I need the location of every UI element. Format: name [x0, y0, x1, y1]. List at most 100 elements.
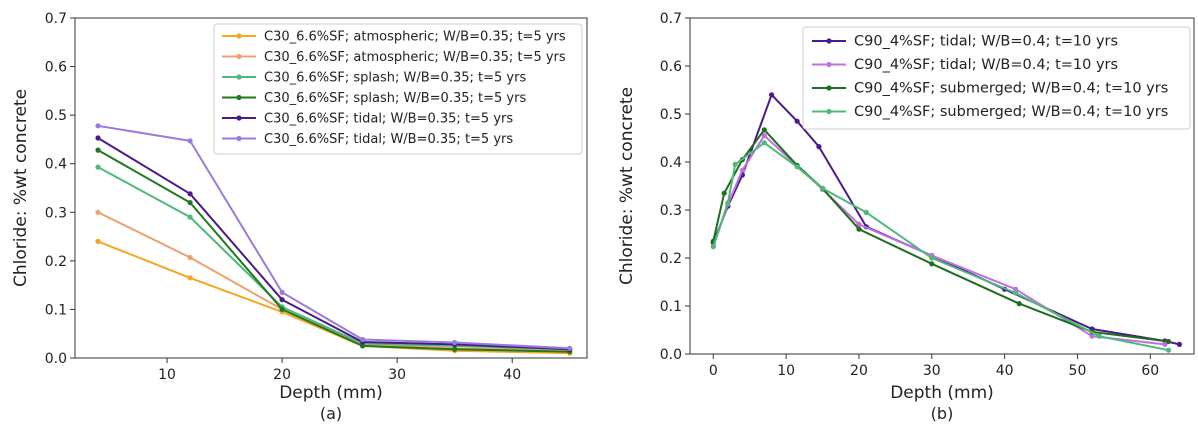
panel-b-series-line-1: [712, 134, 1166, 346]
panel-a-ytick-label-6: 0.6: [45, 60, 67, 76]
panel-b-legend: C90_4%SF; tidal; W/B=0.4; t=10 yrs C90_4%…: [802, 26, 1191, 130]
panel-b-legend-marker-0: [826, 38, 832, 44]
panel-a-caption: (a): [320, 404, 342, 423]
panel-a-series-line-4: [97, 137, 570, 351]
panel-b-legend-label-1: C90_4%SF; tidal; W/B=0.4; t=10 yrs: [854, 57, 1118, 73]
panel-a-xtick-label-2: 30: [388, 367, 406, 383]
panel-a-series-line-0: [97, 240, 570, 355]
panel-b-series: [710, 92, 1182, 353]
panel-b-ytick-label-3: 0.3: [660, 203, 682, 219]
panel-b-legend-label-3: C90_4%SF; submerged; W/B=0.4; t=10 yrs: [854, 104, 1168, 120]
panel-a-legend-label-1: C30_6.6%SF; atmospheric; W/B=0.35; t=5 y…: [264, 50, 566, 65]
panel-b-xtick-label-2: 20: [850, 363, 868, 379]
panel-b-series-3-point-6: [863, 209, 869, 215]
panel-b-ytick-label-4: 0.4: [660, 155, 682, 171]
panel-b-series-2-point-8: [1016, 301, 1022, 307]
panel-b-legend-box: [802, 26, 1191, 130]
panel-a-series-5-point-4: [452, 339, 458, 346]
panel-b-xtick-label-1: 10: [777, 363, 795, 379]
panel-b-series-2-point-3: [761, 127, 767, 133]
panel-a-legend-label-0: C30_6.6%SF; atmospheric; W/B=0.35; t=5 y…: [264, 30, 566, 45]
panel-a-xtick-label-1: 20: [273, 367, 291, 383]
panel-a-legend-label-5: C30_6.6%SF; tidal; W/B=0.35; t=5 yrs: [264, 132, 513, 147]
panel-a-series-5-point-3: [360, 336, 366, 343]
panel-a-ytick-label-5: 0.5: [45, 108, 67, 124]
panel-b-series-3-point-1: [725, 200, 731, 206]
panel-a-legend-label-4: C30_6.6%SF; tidal; W/B=0.35; t=5 yrs: [264, 112, 513, 127]
panel-b-series-0-point-4: [794, 118, 800, 124]
panel-b-series-1-point-10: [1162, 341, 1168, 347]
panel-b-series-1-point-3: [761, 133, 767, 139]
panel-b-ytick-label-7: 0.7: [660, 11, 682, 27]
panel-a-series-5-point-1: [187, 138, 193, 144]
panel-b-series-3-point-5: [820, 185, 826, 191]
panel-b-xtick-label-5: 50: [1069, 363, 1087, 379]
panel-b-xlabel: Depth (mm): [890, 383, 994, 403]
panel-b-series-0-point-5: [816, 144, 822, 150]
panel-b-series-0-point-3: [769, 92, 775, 98]
panel-b-axes-frame: [689, 17, 1195, 355]
panel-b-series-2-point-10: [1165, 338, 1172, 345]
panel-b-legend-marker-1: [826, 61, 832, 68]
panel-b-series-3-point-4: [794, 164, 800, 170]
panel-a-xtick-label-0: 10: [158, 367, 176, 383]
panel-a-ytick-label-2: 0.2: [45, 254, 67, 270]
panel-b-ytick-label-5: 0.5: [660, 107, 682, 123]
panel-a-legend-marker-0: [236, 33, 242, 39]
panel-a-legend-label-2: C30_6.6%SF; splash; W/B=0.35; t=5 yrs: [264, 71, 526, 86]
panel-a-series-3-point-1: [187, 200, 193, 206]
panel-b-caption: (b): [931, 404, 954, 423]
chart-panel-a: 10 20 30 40 0.0 0.1 0.2 0.3 0.4 0.5 0.6 0.7 Depth (…: [11, 11, 588, 423]
panel-a-series-2-point-1: [187, 214, 193, 220]
panel-a-legend-marker-1: [236, 53, 242, 60]
panel-a-legend-box: [213, 23, 583, 155]
panel-b-xtick-label-3: 30: [923, 363, 941, 379]
panel-b-series-1-point-8: [1013, 286, 1019, 292]
panel-a-series-3-point-3: [360, 343, 366, 349]
panel-b-series-1-point-2: [739, 167, 746, 173]
panel-b-series-line-2: [712, 128, 1169, 343]
panel-a-legend-marker-3: [236, 94, 242, 101]
panel-b-series-3-point-10: [1165, 347, 1172, 353]
panel-b-series-3-point-8: [1013, 290, 1019, 296]
panel-a-series-2-point-0: [95, 164, 101, 170]
panel-a-legend-label-3: C30_6.6%SF; splash; W/B=0.35; t=5 yrs: [264, 91, 526, 106]
panel-b-series-2-point-6: [856, 226, 862, 232]
panel-a-ticks: 10 20 30 40 0.0 0.1 0.2 0.3 0.4 0.5 0.6 0.7: [45, 11, 521, 383]
panel-a-series-3-point-2: [279, 306, 285, 312]
panel-a-series-line-2: [97, 166, 570, 351]
panel-a-ytick-label-4: 0.4: [45, 157, 67, 173]
panel-a-ylabel: Chloride: %wt concrete: [11, 89, 31, 287]
panel-a-ytick-label-0: 0.0: [45, 351, 67, 367]
panel-b-series-3-point-0: [710, 243, 716, 250]
chart-panel-b: 0 10 20 30 40 50 60 0.0 0.1 0.2 0.3 0.4 0.5 0.6 0.7 De…: [617, 11, 1195, 423]
panel-a-ytick-label-7: 0.7: [45, 11, 67, 27]
panel-a-legend-marker-4: [236, 115, 242, 121]
panel-a-xlabel: Depth (mm): [279, 383, 383, 403]
panel-b-ytick-label-0: 0.0: [660, 347, 682, 363]
panel-b-ytick-label-1: 0.1: [660, 299, 682, 315]
panel-b-xtick-label-6: 60: [1141, 363, 1159, 379]
panel-a-ytick-label-1: 0.1: [45, 302, 67, 318]
panel-a-series-5-point-5: [567, 345, 573, 351]
panel-b-series-1-point-6: [856, 221, 862, 227]
panel-a-series-3-point-4: [452, 346, 458, 352]
panel-b-series-3-point-7: [929, 255, 935, 261]
panel-a-series: [95, 123, 573, 356]
panel-b-series-2-point-1: [721, 190, 727, 196]
panel-a-ytick-label-3: 0.3: [45, 205, 67, 221]
panel-b-series-3-point-3: [761, 140, 767, 146]
panel-b-ylabel: Chloride: %wt concrete: [617, 87, 637, 285]
panel-b-series-0-point-11: [1176, 341, 1182, 347]
panel-a-series-0-point-0: [95, 238, 101, 244]
panel-a-legend: C30_6.6%SF; atmospheric; W/B=0.35; t=5 y…: [213, 23, 583, 155]
panel-a-series-5-point-2: [279, 289, 285, 295]
panel-a-series-1-point-0: [95, 209, 101, 215]
panel-a-xtick-label-3: 40: [503, 367, 521, 383]
panel-b-series-2-point-7: [929, 261, 935, 267]
panel-b-legend-label-0: C90_4%SF; tidal; W/B=0.4; t=10 yrs: [854, 34, 1118, 50]
panel-a-series-0-point-1: [187, 275, 193, 281]
panel-b-ytick-label-6: 0.6: [660, 59, 682, 75]
panel-a-series-4-point-1: [187, 191, 193, 197]
